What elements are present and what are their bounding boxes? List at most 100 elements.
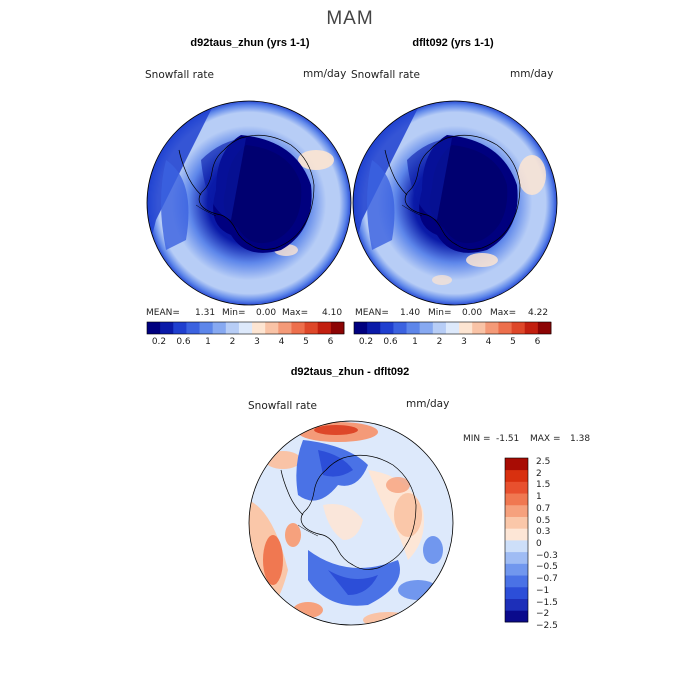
colorbar-swatch	[505, 551, 528, 564]
colorbar-swatch	[354, 322, 368, 334]
colorbar-swatch	[238, 322, 253, 334]
panel-b-variable-label: Snowfall rate	[351, 69, 420, 81]
panel-b-mean-label: MEAN=	[355, 308, 389, 318]
colorbar-tick-label: 1.5	[536, 480, 551, 491]
colorbar-tick-label: 5	[510, 337, 516, 347]
colorbar-frame	[504, 457, 529, 623]
colorbar-tick-label: 3	[254, 337, 260, 347]
colorbar-swatch	[367, 322, 381, 334]
colorbar-tick-label: 0.2	[151, 337, 167, 347]
colorbar-swatch	[160, 322, 174, 334]
colorbar-tick-label: 4	[485, 337, 492, 347]
colorbar-tick-label: 0.7	[536, 503, 551, 514]
colorbar-swatch	[524, 322, 539, 334]
panel-a-min-label: Min=	[222, 308, 246, 318]
colorbar-swatch	[199, 322, 214, 334]
panel-c-map	[248, 420, 454, 626]
colorbar-swatch	[505, 540, 528, 553]
colorbar-tick-label: 1	[205, 337, 211, 347]
colorbar-tick-label: 0.6	[176, 337, 191, 347]
colorbar-swatch	[505, 458, 528, 471]
colorbar-swatch	[186, 322, 200, 334]
colorbar-swatch	[225, 322, 240, 334]
panel-a-max-value: 4.10	[322, 308, 343, 318]
colorbar-swatch	[537, 322, 552, 334]
panel-b-max-label: Max=	[490, 308, 517, 318]
colorbar-tick-label: −0.5	[536, 562, 558, 573]
colorbar-swatch	[173, 322, 187, 334]
panel-c-min-value: -1.51	[496, 434, 520, 444]
panel-c-title: d92taus_zhun - dflt092	[290, 366, 410, 378]
panel-a-colorbar	[146, 321, 345, 335]
colorbar-swatch	[498, 322, 512, 334]
colorbar-swatch	[147, 322, 161, 334]
panel-b-map	[352, 100, 558, 306]
colorbar-swatch	[304, 322, 319, 334]
panel-b-colorbar	[353, 321, 552, 335]
colorbar-tick-label: 6	[327, 337, 334, 347]
colorbar-tick-label: 2	[536, 468, 542, 479]
panel-a-units-label: mm/day	[303, 68, 347, 80]
panel-a-title: d92taus_zhun (yrs 1-1)	[190, 37, 310, 49]
colorbar-tick-label: 0.3	[536, 527, 551, 538]
colorbar-swatch	[485, 322, 499, 334]
panel-c-units-label: mm/day	[406, 398, 450, 410]
panel-b-units-label: mm/day	[510, 68, 554, 80]
colorbar-swatch	[445, 322, 460, 334]
panel-b-min-label: Min=	[428, 308, 452, 318]
colorbar-swatch	[291, 322, 305, 334]
colorbar-tick-label: 1	[536, 492, 542, 503]
colorbar-swatch	[472, 322, 486, 334]
colorbar-tick-label: 0	[536, 539, 542, 549]
colorbar-tick-label: 2.5	[536, 457, 551, 467]
colorbar-frame	[353, 321, 552, 335]
colorbar-tick-label: 2	[436, 337, 443, 347]
panel-a-variable-label: Snowfall rate	[145, 69, 214, 81]
colorbar-tick-label: 4	[278, 337, 285, 347]
colorbar-swatch	[252, 322, 266, 334]
colorbar-tick-label: −2.5	[536, 621, 558, 631]
panel-b-mean-value: 1.40	[400, 308, 421, 318]
colorbar-tick-label: 2	[229, 337, 236, 347]
colorbar-swatch	[419, 322, 434, 334]
panel-c-colorbar	[504, 457, 529, 623]
panel-a-map	[146, 100, 352, 306]
colorbar-tick-label: 0.2	[358, 337, 374, 347]
colorbar-swatch	[505, 575, 528, 588]
colorbar-swatch	[505, 586, 528, 599]
colorbar-swatch	[505, 528, 528, 541]
panel-c-max-label: MAX =	[530, 434, 561, 444]
colorbar-swatch	[317, 322, 332, 334]
colorbar-swatch	[505, 469, 528, 482]
panel-c-variable-label: Snowfall rate	[248, 400, 317, 412]
panel-a-mean-label: MEAN=	[146, 308, 180, 318]
colorbar-swatch	[511, 322, 526, 334]
colorbar-swatch	[380, 322, 394, 334]
season-title: MAM	[326, 8, 374, 29]
panel-b-max-value: 4.22	[528, 308, 549, 318]
colorbar-swatch	[432, 322, 447, 334]
panel-c-max-value: 1.38	[570, 434, 591, 444]
colorbar-tick-label: 1	[412, 337, 418, 347]
colorbar-tick-label: 0.6	[383, 337, 398, 347]
colorbar-swatch	[330, 322, 345, 334]
colorbar-tick-label: −1	[536, 585, 550, 596]
panel-c-min-label: MIN =	[463, 434, 491, 444]
colorbar-swatch	[505, 504, 528, 517]
colorbar-tick-label: 3	[461, 337, 467, 347]
colorbar-swatch	[505, 481, 528, 494]
panel-b-min-value: 0.00	[462, 308, 483, 318]
colorbar-tick-label: −2	[536, 609, 550, 620]
panel-b-title: dflt092 (yrs 1-1)	[412, 37, 494, 49]
colorbar-tick-label: −0.7	[536, 574, 558, 585]
colorbar-tick-label: 5	[303, 337, 309, 347]
colorbar-tick-label: −0.3	[536, 550, 558, 561]
colorbar-tick-label: 0.5	[536, 515, 551, 526]
panel-a-min-value: 0.00	[256, 308, 277, 318]
colorbar-swatch	[505, 493, 528, 506]
colorbar-tick-label: 6	[534, 337, 541, 347]
panel-a-mean-value: 1.31	[195, 308, 216, 318]
colorbar-swatch	[459, 322, 473, 334]
colorbar-swatch	[505, 563, 528, 576]
